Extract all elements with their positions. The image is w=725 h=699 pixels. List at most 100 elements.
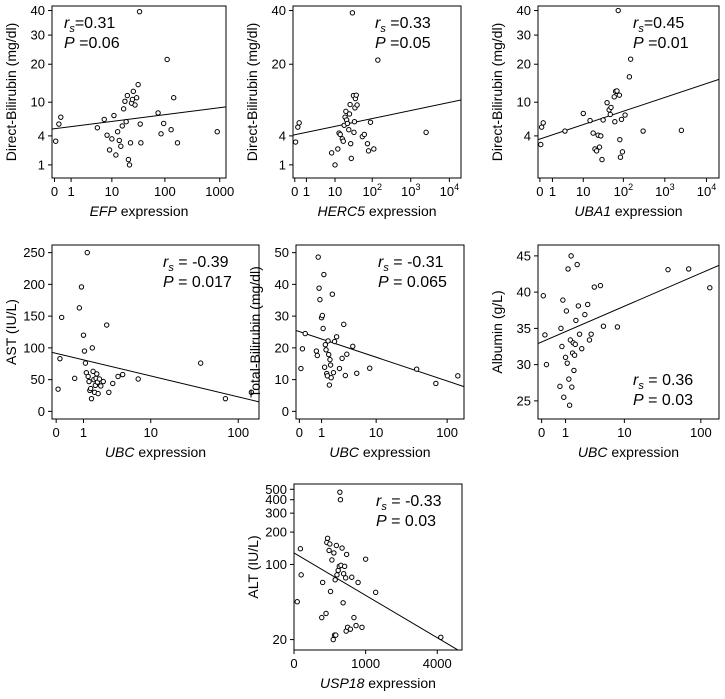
- data-point: [125, 156, 132, 163]
- y-tick-label: 1: [38, 157, 45, 172]
- data-point: [58, 114, 64, 120]
- data-point: [619, 149, 626, 155]
- data-point: [455, 373, 461, 379]
- data-point: [327, 541, 333, 547]
- data-point: [540, 293, 547, 299]
- data-point: [342, 372, 349, 379]
- y-tick-label: 10: [517, 95, 531, 110]
- y-tick-label: 0: [38, 404, 45, 419]
- y-tick-label: 100: [23, 340, 45, 355]
- data-point: [118, 143, 124, 149]
- data-point: [80, 332, 87, 338]
- data-point: [313, 348, 320, 354]
- x-axis-label: UBC expression: [105, 444, 206, 460]
- data-point: [371, 146, 377, 152]
- data-point: [335, 146, 341, 152]
- data-point: [542, 332, 548, 338]
- data-point: [347, 626, 354, 632]
- data-point: [559, 343, 565, 350]
- data-point: [618, 116, 625, 123]
- data-point: [342, 575, 349, 581]
- data-point: [339, 355, 345, 362]
- data-point: [571, 352, 578, 358]
- data-point: [346, 111, 353, 117]
- x-tick-label: 4000: [423, 656, 452, 671]
- y-tick-label: 150: [23, 309, 45, 324]
- data-point: [560, 297, 566, 303]
- data-point: [103, 322, 110, 328]
- data-point: [354, 102, 360, 108]
- data-point: [214, 129, 220, 135]
- y-tick-label: 30: [517, 28, 531, 43]
- data-point: [332, 162, 338, 168]
- spearman-r-label: rs = 0.36: [633, 372, 693, 392]
- data-point: [325, 338, 331, 344]
- x-tick-label: 0: [53, 425, 60, 440]
- y-tick-label: 40: [272, 3, 286, 18]
- chart-panel-f: 25 30 35 40 45 0 1 10 100 Albumin (g/L) UBC expres…: [489, 244, 720, 460]
- data-point: [351, 614, 357, 621]
- data-point: [353, 92, 359, 98]
- data-point: [299, 346, 306, 352]
- data-point: [317, 296, 323, 303]
- spearman-r-label: rs =0.33: [375, 15, 431, 35]
- data-point: [557, 383, 563, 390]
- data-point: [596, 144, 603, 150]
- data-point: [101, 116, 107, 123]
- data-point: [71, 375, 78, 382]
- data-point: [558, 325, 564, 332]
- data-point: [355, 579, 361, 586]
- x-tick-label: 1: [67, 184, 74, 199]
- data-point: [565, 266, 571, 272]
- y-axis-label: Direct-Bilirubin (mg/dl): [244, 23, 260, 161]
- x-axis-label: UBA1 expression: [574, 203, 682, 219]
- data-point: [158, 131, 164, 137]
- y-tick-label: 20: [273, 632, 287, 647]
- x-tick-label: 1: [549, 184, 556, 199]
- data-point: [294, 599, 300, 605]
- data-point: [326, 351, 332, 358]
- data-point: [590, 130, 596, 136]
- y-tick-label: 1: [279, 157, 286, 172]
- regression-line: [294, 552, 459, 650]
- data-point: [319, 312, 326, 319]
- data-point: [323, 610, 329, 617]
- data-point: [349, 10, 356, 16]
- data-point: [348, 155, 354, 162]
- data-point: [438, 634, 444, 641]
- data-point: [100, 378, 106, 385]
- data-point: [413, 366, 420, 372]
- data-point: [574, 261, 580, 268]
- data-point: [89, 345, 96, 351]
- data-point: [685, 266, 692, 272]
- y-tick-label: 4: [279, 128, 286, 143]
- data-point: [297, 546, 304, 552]
- data-point: [571, 367, 577, 374]
- p-value-label: P = 0.065: [378, 274, 447, 291]
- data-point: [337, 131, 343, 138]
- data-point: [599, 156, 605, 163]
- chart-panel-b: 1 4 20 40 0 1 10 102 103 104 Direct-Bilirubin (mg/…: [244, 3, 462, 219]
- data-point: [564, 360, 570, 366]
- data-point: [160, 120, 167, 127]
- data-point: [640, 128, 646, 134]
- data-point: [106, 389, 112, 396]
- x-axis-label: UBC expression: [578, 444, 679, 460]
- data-point: [137, 121, 143, 127]
- data-point: [138, 140, 144, 146]
- y-tick-label: 200: [265, 525, 287, 540]
- data-point: [116, 137, 122, 144]
- x-tick-label: 100: [154, 184, 176, 199]
- x-tick-label: 0: [291, 184, 298, 199]
- data-point: [330, 636, 336, 643]
- data-point: [561, 394, 567, 400]
- regression-line: [538, 264, 719, 345]
- data-point: [88, 395, 95, 402]
- y-tick-label: 300: [265, 506, 287, 521]
- data-point: [588, 331, 594, 337]
- data-point: [119, 123, 125, 129]
- data-point: [598, 133, 604, 139]
- data-point: [104, 132, 110, 138]
